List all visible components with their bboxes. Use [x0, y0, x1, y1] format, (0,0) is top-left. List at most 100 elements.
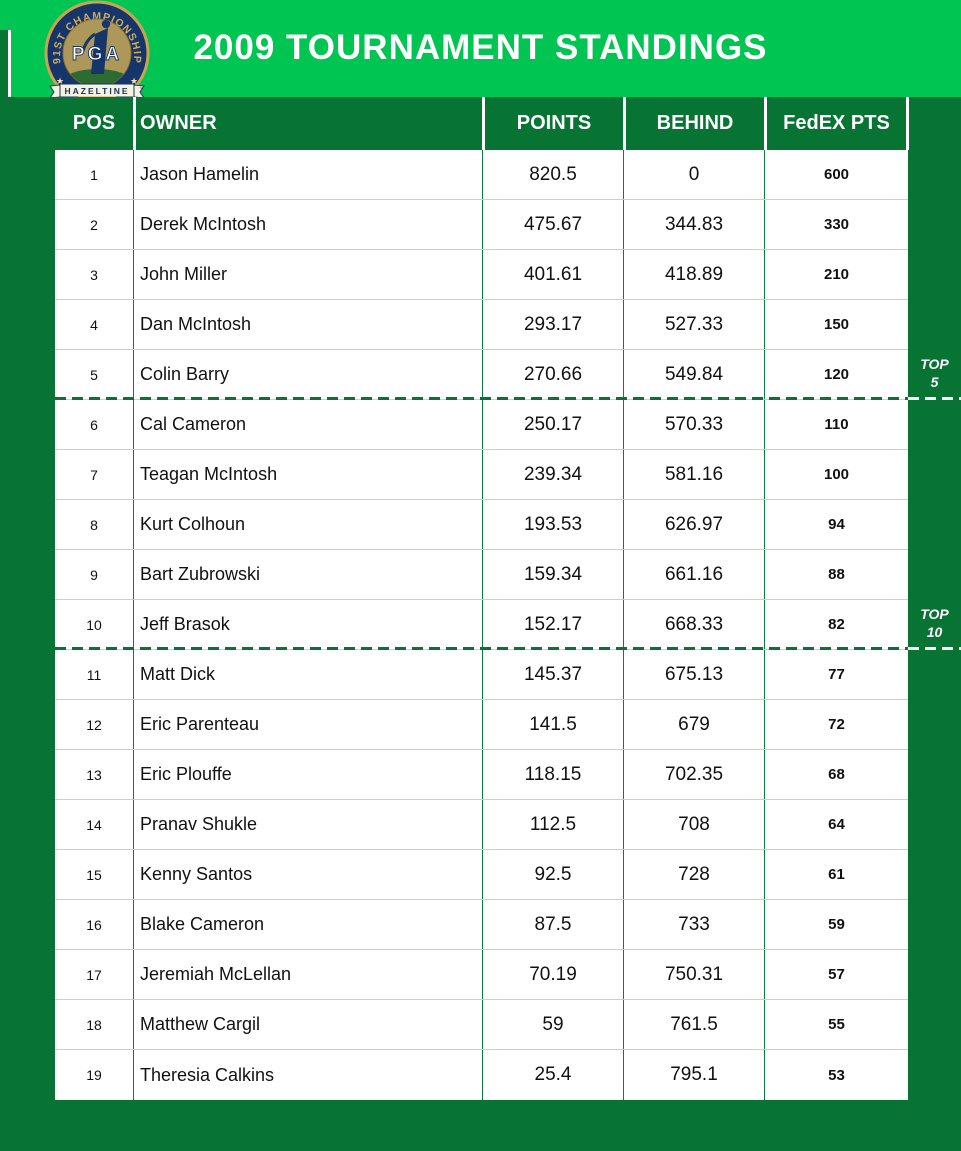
behind-cell: 0 [624, 150, 765, 199]
fedex-cell: 120 [823, 366, 850, 383]
owner-cell: Bart Zubrowski [134, 550, 483, 599]
fedex-cell: 600 [823, 166, 850, 183]
pos-cell: 15 [55, 850, 134, 899]
sheet-corner-notch [0, 30, 11, 97]
points-cell: 152.17 [483, 600, 624, 649]
col-header-points: POINTS [516, 112, 592, 134]
fedex-cell: 100 [823, 466, 850, 483]
points-cell: 112.5 [483, 800, 624, 849]
points-cell: 25.4 [483, 1050, 624, 1100]
owner-cell: Kenny Santos [134, 850, 483, 899]
owner-cell: Matthew Cargil [134, 1000, 483, 1049]
fedex-cell: 110 [824, 416, 849, 433]
points-cell: 59 [483, 1000, 624, 1049]
owner-cell: Eric Parenteau [134, 700, 483, 749]
logo-golfer-silhouette-icon [81, 19, 111, 74]
pos-cell: 16 [55, 900, 134, 949]
table-row: 3 John Miller 401.61 418.89 210 [55, 250, 908, 300]
pos-cell: 19 [55, 1050, 134, 1100]
points-cell: 159.34 [483, 550, 624, 599]
fedex-cell: 59 [828, 916, 845, 933]
owner-cell: Dan McIntosh [134, 300, 483, 349]
logo-star-right-icon: ★ [130, 76, 138, 86]
owner-cell: Matt Dick [134, 650, 483, 699]
owner-cell: Jeremiah McLellan [134, 950, 483, 999]
owner-cell: Pranav Shukle [134, 800, 483, 849]
table-row: 6 Cal Cameron 250.17 570.33 110 [55, 400, 908, 450]
table-row: 12 Eric Parenteau 141.5 679 72 [55, 700, 908, 750]
table-row: 18 Matthew Cargil 59 761.5 55 [55, 1000, 908, 1050]
points-cell: 475.67 [483, 200, 624, 249]
standings-table: 1 Jason Hamelin 820.5 0 600 2 Derek McIn… [55, 150, 908, 1100]
behind-cell: 344.83 [624, 200, 765, 249]
pos-cell: 17 [55, 950, 134, 999]
fedex-cell: 61 [828, 866, 845, 883]
behind-cell: 549.84 [624, 350, 765, 399]
header-banner [0, 0, 961, 97]
logo-star-left-icon: ★ [56, 76, 64, 86]
top5-cutline-margin [908, 397, 961, 400]
table-row: 2 Derek McIntosh 475.67 344.83 330 [55, 200, 908, 250]
table-row: 9 Bart Zubrowski 159.34 661.16 88 [55, 550, 908, 600]
table-header-row [0, 97, 961, 150]
col-header-owner: OWNER [140, 112, 217, 134]
header-separator [764, 97, 767, 150]
owner-cell: Colin Barry [134, 350, 483, 399]
behind-cell: 668.33 [624, 600, 765, 649]
owner-cell: Teagan McIntosh [134, 450, 483, 499]
col-header-pos: POS [72, 112, 116, 134]
pos-cell: 2 [55, 200, 134, 249]
pos-cell: 6 [55, 400, 134, 449]
pos-cell: 9 [55, 550, 134, 599]
top10-label: TOP 10 [908, 600, 961, 646]
pos-cell: 7 [55, 450, 134, 499]
top5-label-line1: TOP [920, 355, 949, 372]
fedex-cell: 72 [828, 716, 845, 733]
behind-cell: 795.1 [624, 1050, 765, 1100]
fedex-cell: 82 [828, 616, 845, 633]
behind-cell: 679 [624, 700, 765, 749]
page-title: 2009 TOURNAMENT STANDINGS [193, 27, 768, 67]
pos-cell: 5 [55, 350, 134, 399]
points-cell: 92.5 [483, 850, 624, 899]
behind-cell: 661.16 [624, 550, 765, 599]
owner-cell: Jeff Brasok [134, 600, 483, 649]
points-cell: 401.61 [483, 250, 624, 299]
pos-cell: 14 [55, 800, 134, 849]
table-row: 4 Dan McIntosh 293.17 527.33 150 [55, 300, 908, 350]
table-row: 5 Colin Barry 270.66 549.84 120 [55, 350, 908, 400]
pos-cell: 18 [55, 1000, 134, 1049]
table-row: 8 Kurt Colhoun 193.53 626.97 94 [55, 500, 908, 550]
col-header-behind: BEHIND [656, 112, 734, 134]
points-cell: 293.17 [483, 300, 624, 349]
logo-banner-ribbon: HAZELTINE ™ [48, 83, 146, 99]
pos-cell: 8 [55, 500, 134, 549]
top5-label-line2: 5 [930, 374, 939, 390]
fedex-cell: 55 [828, 1016, 845, 1033]
owner-cell: Derek McIntosh [134, 200, 483, 249]
owner-cell: Jason Hamelin [134, 150, 483, 199]
table-row: 1 Jason Hamelin 820.5 0 600 [55, 150, 908, 200]
points-cell: 270.66 [483, 350, 624, 399]
points-cell: 145.37 [483, 650, 624, 699]
top10-label-line2: 10 [926, 624, 943, 640]
top10-cutline-margin [908, 647, 961, 650]
col-header-fedex: FedEX PTS [783, 112, 890, 134]
behind-cell: 733 [624, 900, 765, 949]
points-cell: 239.34 [483, 450, 624, 499]
behind-cell: 750.31 [624, 950, 765, 999]
pos-cell: 13 [55, 750, 134, 799]
points-cell: 820.5 [483, 150, 624, 199]
fedex-cell: 64 [828, 816, 845, 833]
pos-cell: 3 [55, 250, 134, 299]
pga-championship-logo-icon: 91ST CHAMPIONSHIP ★ ★ PGA HAZELTINE ™ 20… [44, 0, 150, 109]
header-separator [133, 97, 136, 150]
points-cell: 193.53 [483, 500, 624, 549]
table-row: 11 Matt Dick 145.37 675.13 77 [55, 650, 908, 700]
behind-cell: 626.97 [624, 500, 765, 549]
pos-cell: 1 [55, 150, 134, 199]
logo-banner-text: HAZELTINE [64, 86, 129, 96]
table-row: 17 Jeremiah McLellan 70.19 750.31 57 [55, 950, 908, 1000]
fedex-cell: 88 [828, 566, 845, 583]
table-row: 7 Teagan McIntosh 239.34 581.16 100 [55, 450, 908, 500]
